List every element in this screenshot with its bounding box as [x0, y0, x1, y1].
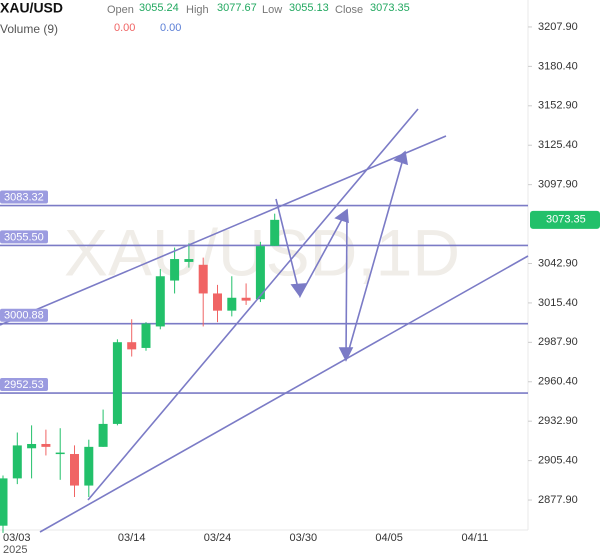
- candle-body: [27, 443, 37, 449]
- y-tick-label: 3125.40: [538, 139, 578, 151]
- y-tick-label: 3180.40: [538, 60, 578, 72]
- arrow-head: [290, 283, 307, 298]
- candle-body: [41, 443, 51, 447]
- x-tick-label: 04/05: [375, 532, 403, 544]
- volume-label: Volume (9): [0, 22, 58, 36]
- level-label: 3000.88: [4, 310, 44, 322]
- candle-body: [141, 323, 151, 348]
- candle-body: [255, 246, 265, 300]
- y-tick-label: 3152.90: [538, 100, 578, 112]
- candle-body: [170, 259, 180, 281]
- last-price-label: 3073.35: [546, 214, 586, 226]
- y-tick-label: 2932.90: [538, 415, 578, 427]
- arrow-head: [334, 208, 349, 224]
- level-label: 3083.32: [4, 191, 44, 203]
- high-value: 3077.67: [217, 2, 257, 14]
- candle-body: [112, 342, 122, 424]
- high-label: High: [186, 4, 209, 16]
- candle-body: [213, 293, 222, 311]
- y-tick-label: 3042.90: [538, 257, 578, 269]
- x-tick-label: 03/14: [118, 532, 146, 544]
- y-tick-label: 3097.90: [538, 179, 578, 191]
- level-label-box: [0, 378, 48, 392]
- open-value: 3055.24: [139, 2, 179, 14]
- y-tick-label: 3207.90: [538, 21, 578, 33]
- y-tick-label: 2987.90: [538, 336, 578, 348]
- low-label: Low: [262, 4, 282, 16]
- candle-body: [198, 264, 208, 294]
- candle-body: [98, 423, 108, 447]
- candle-body: [227, 297, 237, 311]
- volume-value: 0.00: [160, 22, 181, 34]
- y-tick-label: 2905.40: [538, 455, 578, 467]
- x-tick-label: 03/03: [3, 532, 31, 544]
- x-tick-label: 03/24: [204, 532, 232, 544]
- low-value: 3055.13: [289, 2, 329, 14]
- candle-body: [127, 342, 137, 350]
- close-label: Close: [335, 4, 363, 16]
- candle-body: [241, 297, 251, 301]
- last-price-box: [530, 210, 600, 229]
- candle-body: [0, 478, 8, 526]
- candle-body: [84, 446, 94, 486]
- open-label: Open: [107, 4, 134, 16]
- level-label-box: [0, 308, 48, 322]
- level-label-box: [0, 190, 48, 204]
- drawings: [0, 108, 529, 533]
- candle-body: [55, 452, 65, 455]
- trend-line: [39, 255, 529, 533]
- candle-body: [12, 445, 22, 479]
- x-tick-label: 04/11: [462, 532, 489, 544]
- trend-line: [87, 108, 419, 501]
- candle-body: [155, 276, 165, 327]
- candle-body: [270, 219, 280, 246]
- volume-value: 0.00: [114, 22, 135, 34]
- symbol: XAU/USD: [0, 0, 63, 16]
- level-label-box: [0, 230, 48, 244]
- level-label: 2952.53: [4, 379, 44, 391]
- y-tick-label: 2960.40: [538, 376, 578, 388]
- arrow-head: [393, 150, 409, 166]
- candle-body: [70, 454, 79, 486]
- year-label: 2025: [3, 544, 27, 556]
- y-tick-label: 3015.40: [538, 297, 578, 309]
- level-label: 3055.50: [4, 231, 44, 243]
- close-value: 3073.35: [370, 2, 410, 14]
- arrow-head: [338, 347, 354, 362]
- candle-body: [184, 259, 194, 262]
- x-tick-label: 03/30: [290, 532, 318, 544]
- trend-line: [0, 135, 447, 326]
- y-tick-label: 2877.90: [538, 494, 578, 506]
